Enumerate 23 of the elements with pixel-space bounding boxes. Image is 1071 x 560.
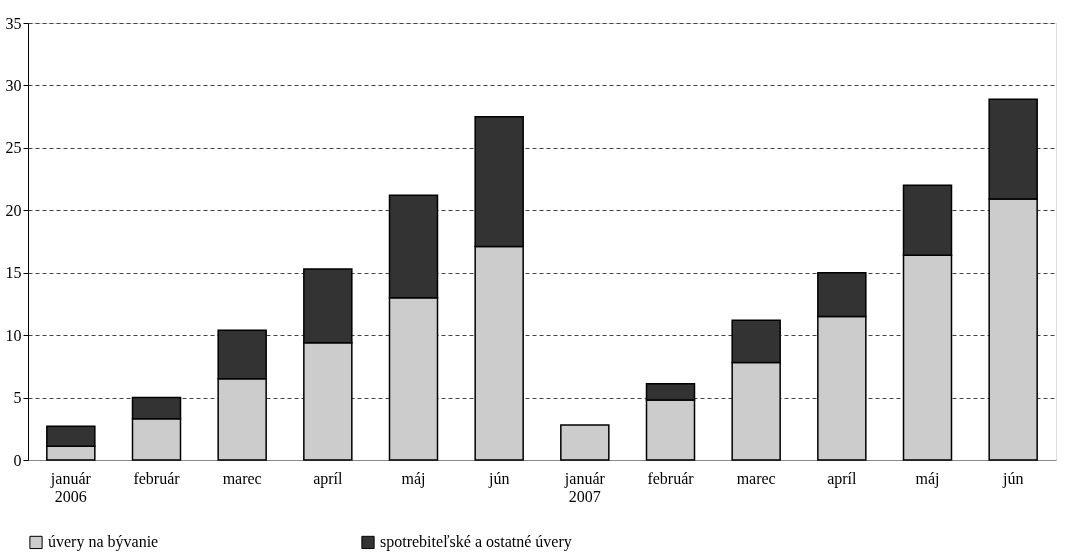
y-tick-label: 0: [13, 451, 22, 469]
x-tick-label: február: [647, 469, 695, 487]
y-tick-label: 10: [5, 326, 22, 344]
bar: [560, 424, 610, 461]
y-tick-label: 25: [5, 139, 22, 157]
x-tick-label: február: [133, 469, 181, 487]
y-tick-label: 30: [5, 76, 22, 94]
legend-label: úvery na bývanie: [48, 533, 159, 552]
x-tick-label: marec: [736, 469, 776, 487]
y-tick-label: 35: [5, 14, 22, 32]
y-tick-label: 15: [5, 264, 22, 282]
x-tick-label: január 2006: [49, 469, 92, 505]
y-tick-label: 20: [5, 201, 22, 219]
legend-label: spotrebiteľské a ostatné úvery: [380, 533, 572, 552]
x-tick-label: jún: [487, 469, 510, 488]
x-tick-label: apríl: [827, 469, 858, 488]
x-tick-label: máj: [401, 469, 426, 488]
x-tick-label: marec: [222, 469, 262, 487]
y-tick-label: 5: [13, 389, 22, 407]
x-tick-label: máj: [915, 469, 940, 488]
x-tick-label: jún: [1001, 469, 1024, 488]
x-tick-label: apríl: [313, 469, 344, 488]
x-tick-label: január 2007: [563, 469, 606, 505]
